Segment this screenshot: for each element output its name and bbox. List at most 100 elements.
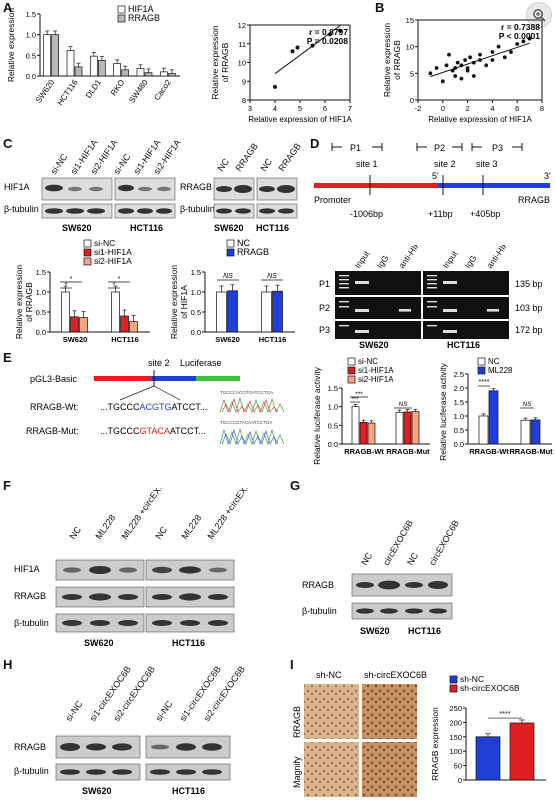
data-point xyxy=(459,63,464,68)
legend-swatch xyxy=(449,675,458,684)
y-axis-label: RRAGB expression xyxy=(430,707,440,781)
data-point xyxy=(496,44,501,49)
chart-a-correlation-scatter: 3 4 5 6 7 8 9 10 11 12 Relative expression of HIF1… xyxy=(210,21,352,124)
blot-band xyxy=(235,208,251,214)
blot-row-label: β-tubulin xyxy=(14,618,49,628)
blot-row-label: β-tubulin xyxy=(14,766,49,776)
gel-band xyxy=(355,330,369,333)
blot-band xyxy=(259,208,275,214)
legend-swatch xyxy=(226,239,235,248)
cell-line-label: HCT116 xyxy=(447,340,480,350)
panel-label-H: H xyxy=(3,657,13,672)
gene-label: RRAGB xyxy=(518,195,550,205)
band-size-label: 103 bp xyxy=(515,303,543,313)
data-point xyxy=(490,50,495,54)
gel-band xyxy=(355,281,369,284)
panel-g-blot: NC circEXOC6B NC circEXOC6B RRAGB β-tubu… xyxy=(300,488,500,643)
data-point xyxy=(527,36,532,41)
svg-text:...TGCCCGTACAATCCT...: ...TGCCCGTACAATCCT... xyxy=(100,426,206,436)
x-tick-label: RRAGB-Wt xyxy=(344,447,384,456)
stat-annotation: P = 0.0208 xyxy=(307,36,348,46)
x-tick-label: SW620 xyxy=(34,78,57,105)
y-tick-label: 1.0 xyxy=(454,412,464,421)
x-tick-label: 4 xyxy=(273,104,277,113)
blot-band xyxy=(208,594,228,600)
blot-row-label: RRAGB xyxy=(180,182,212,192)
data-point xyxy=(478,52,482,57)
blot-band xyxy=(63,567,81,573)
y-tick-label: 0 xyxy=(458,776,462,785)
panel-e-construct: site 2 Luciferase pGL3-Basic RRAGB-Wt: .… xyxy=(0,352,310,477)
y-tick-label: 1.5 xyxy=(191,268,201,277)
ihc-col-label: sh-circEXOC6B xyxy=(364,670,427,680)
ladder-band xyxy=(339,279,349,281)
data-point xyxy=(471,60,476,65)
gene-region xyxy=(438,183,550,188)
blot-band xyxy=(157,186,171,192)
y-tick-label: 2.0 xyxy=(454,384,464,393)
blot-band xyxy=(216,186,232,192)
blot-band xyxy=(137,208,153,214)
legend-label: sh-circEXOC6B xyxy=(460,683,520,693)
data-point xyxy=(338,28,342,33)
gel-band xyxy=(399,309,411,312)
bar xyxy=(520,419,531,445)
panel-label-F: F xyxy=(3,478,11,493)
y-tick-label: 150 xyxy=(449,733,462,742)
sig-marker: * xyxy=(70,276,73,283)
panel-label-E: E xyxy=(3,350,12,365)
site-label: site 2 xyxy=(434,159,456,169)
ladder-band xyxy=(427,283,437,285)
data-point xyxy=(444,63,449,68)
lane-label: ML228 xyxy=(93,513,117,541)
y-tick-label: 1.5 xyxy=(454,398,464,407)
band-size-label: 135 bp xyxy=(515,279,543,289)
ihc-row-label: Magnify xyxy=(292,756,302,788)
data-point xyxy=(273,84,277,89)
wt-seq-post: ATCCT... xyxy=(172,402,208,412)
bar xyxy=(61,291,70,333)
primer-label: P1 xyxy=(350,143,361,153)
zoom-in-button[interactable] xyxy=(526,2,552,28)
promoter-region xyxy=(314,183,438,188)
legend-swatch xyxy=(347,366,356,375)
cell-line-label: HCT116 xyxy=(408,626,441,636)
blot-band xyxy=(45,184,63,192)
gel-band xyxy=(443,330,457,333)
sig-marker: **** xyxy=(500,711,511,718)
mut-seq-motif: GTACA xyxy=(140,426,170,436)
lane-label: NC xyxy=(405,550,420,567)
panel-i-ihc: sh-NC sh-circEXOC6B RRAGB Magnify xyxy=(290,664,430,800)
blot-band xyxy=(118,594,138,600)
blot-band xyxy=(202,769,222,775)
panel-label-I: I xyxy=(290,657,294,672)
gel-row-label: P3 xyxy=(319,325,330,335)
vector-blue xyxy=(152,376,196,381)
bar xyxy=(478,415,489,445)
ihc-image xyxy=(304,684,359,739)
blot-row-label: RRAGB xyxy=(14,591,46,601)
sig-marker: NS xyxy=(267,273,277,280)
bar xyxy=(216,291,227,333)
sig-marker: * xyxy=(118,276,121,283)
ihc-image xyxy=(304,742,359,797)
bar xyxy=(159,71,168,77)
sig-marker: NS xyxy=(223,273,233,280)
gel-lane-label: Input xyxy=(440,248,459,270)
blot-band xyxy=(138,186,152,192)
data-point xyxy=(453,66,458,70)
blot-band xyxy=(378,580,400,590)
bar xyxy=(395,411,404,445)
y-tick-label: 50 xyxy=(454,762,462,771)
bar xyxy=(367,422,376,445)
gel-band xyxy=(443,309,457,312)
data-point xyxy=(453,74,458,78)
blot-band xyxy=(112,769,132,775)
stat-annotation: r = 0.7388 xyxy=(501,22,540,32)
y-tick-label: 1.0 xyxy=(26,31,36,40)
wt-seq-pre: ...TGCCC xyxy=(100,402,140,412)
blot-row-label: β-tubulin xyxy=(180,204,215,214)
data-point xyxy=(310,43,315,48)
x-tick-label: 2 xyxy=(466,104,470,113)
chart-a-expression-bars: 0.0 0.5 1.0 1.5 SW620 HCT116 DLD1 RKO SW480 Caco2… xyxy=(6,4,180,107)
